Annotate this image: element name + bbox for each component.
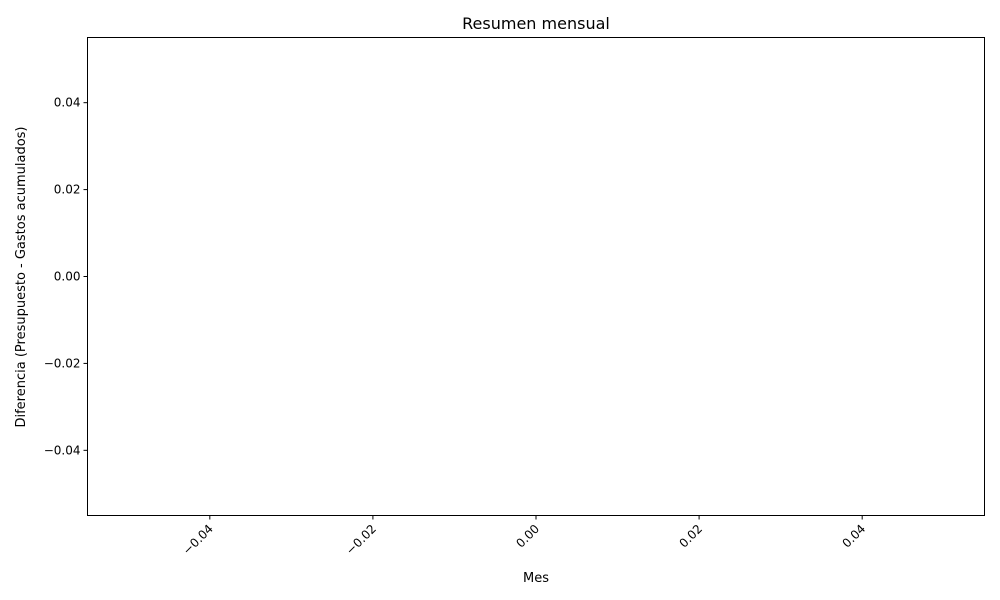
y-axis-label: Diferencia (Presupuesto - Gastos acumula… (14, 126, 29, 427)
y-tick-label: 0.02 (54, 183, 81, 197)
y-tick-label: 0.04 (54, 96, 81, 110)
y-tick-label: −0.02 (44, 356, 81, 370)
y-tick-label: 0.00 (54, 270, 81, 284)
y-axis-ticks: −0.04 −0.02 0.00 0.02 0.04 (44, 96, 88, 457)
chart-title: Resumen mensual (462, 14, 610, 33)
y-tick-label: −0.04 (44, 443, 81, 457)
x-axis-label: Mes (523, 571, 549, 586)
